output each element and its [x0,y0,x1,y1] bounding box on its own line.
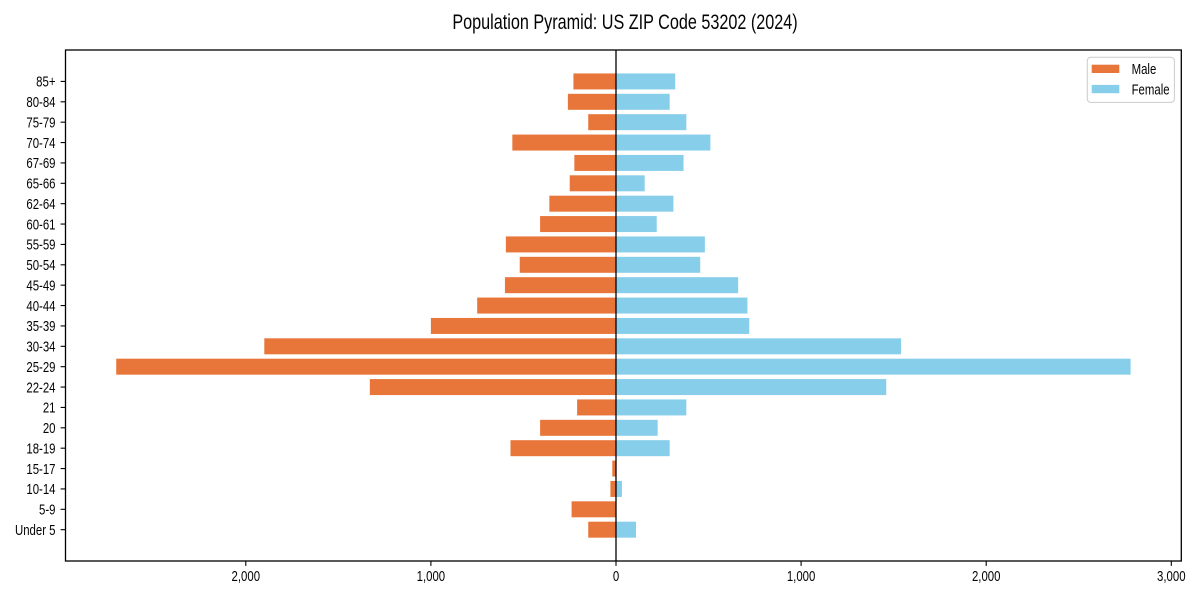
svg-text:62-64: 62-64 [26,195,56,212]
svg-text:35-39: 35-39 [26,318,55,335]
svg-text:Male: Male [1132,60,1157,77]
svg-text:70-74: 70-74 [26,134,56,151]
svg-text:75-79: 75-79 [26,114,55,131]
svg-text:0: 0 [613,568,619,585]
svg-text:45-49: 45-49 [26,277,55,294]
svg-text:10-14: 10-14 [26,481,56,498]
svg-text:2,000: 2,000 [972,568,1001,585]
svg-text:Under 5: Under 5 [15,521,56,538]
svg-text:20: 20 [43,419,56,436]
svg-text:50-54: 50-54 [26,256,56,273]
svg-text:18-19: 18-19 [26,440,55,457]
svg-text:60-61: 60-61 [26,216,55,233]
svg-text:1,000: 1,000 [787,568,816,585]
svg-text:Female: Female [1132,81,1170,98]
svg-text:85+: 85+ [36,73,55,90]
svg-text:Population Pyramid: US ZIP Cod: Population Pyramid: US ZIP Code 53202 (2… [452,11,797,35]
svg-text:2,000: 2,000 [232,568,261,585]
svg-text:67-69: 67-69 [26,155,55,172]
svg-text:22-24: 22-24 [26,379,56,396]
svg-text:15-17: 15-17 [26,460,55,477]
svg-text:21: 21 [43,399,56,416]
svg-text:65-66: 65-66 [26,175,55,192]
svg-text:3,000: 3,000 [1157,568,1186,585]
svg-text:5-9: 5-9 [39,501,55,518]
svg-text:80-84: 80-84 [26,93,56,110]
svg-text:25-29: 25-29 [26,358,55,375]
svg-text:1,000: 1,000 [417,568,446,585]
svg-text:40-44: 40-44 [26,297,56,314]
svg-text:55-59: 55-59 [26,236,55,253]
svg-text:30-34: 30-34 [26,338,56,355]
